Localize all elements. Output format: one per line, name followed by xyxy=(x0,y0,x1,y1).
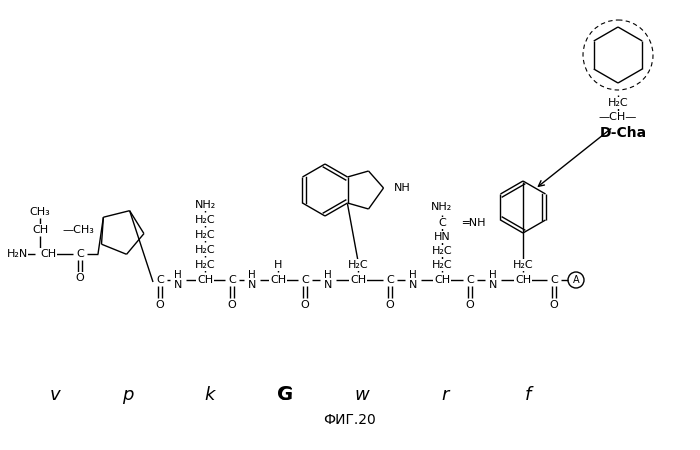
Text: HN: HN xyxy=(433,232,450,242)
Text: O: O xyxy=(466,300,475,310)
Text: O: O xyxy=(228,300,237,310)
Text: C: C xyxy=(76,249,84,259)
Text: H₂C: H₂C xyxy=(195,230,216,240)
Text: —CH—: —CH— xyxy=(598,112,637,122)
Text: f: f xyxy=(525,386,531,404)
Text: N: N xyxy=(489,280,497,290)
Text: CH: CH xyxy=(270,275,286,285)
Text: H₂C: H₂C xyxy=(348,260,368,270)
Text: N: N xyxy=(409,280,417,290)
Text: H₂C: H₂C xyxy=(432,260,452,270)
Text: CH: CH xyxy=(434,275,450,285)
Text: ═NH: ═NH xyxy=(462,218,486,228)
Text: O: O xyxy=(386,300,394,310)
Text: C: C xyxy=(466,275,474,285)
Text: NH₂: NH₂ xyxy=(431,202,453,212)
Text: H₂C: H₂C xyxy=(195,215,216,225)
Text: C: C xyxy=(550,275,558,285)
Text: v: v xyxy=(50,386,60,404)
Text: H: H xyxy=(409,270,417,280)
Text: O: O xyxy=(550,300,559,310)
Text: O: O xyxy=(155,300,164,310)
Text: H₂C: H₂C xyxy=(432,246,452,256)
Text: CH: CH xyxy=(197,275,213,285)
Text: p: p xyxy=(122,386,134,404)
Text: r: r xyxy=(441,386,449,404)
Text: w: w xyxy=(355,386,370,404)
Text: D-Cha: D-Cha xyxy=(599,126,647,140)
Text: H: H xyxy=(248,270,256,280)
Text: CH: CH xyxy=(350,275,366,285)
Text: O: O xyxy=(76,273,85,283)
Text: CH: CH xyxy=(40,249,56,259)
Text: C: C xyxy=(228,275,236,285)
Text: C: C xyxy=(301,275,309,285)
Text: H: H xyxy=(274,260,282,270)
Text: k: k xyxy=(205,386,215,404)
Text: N: N xyxy=(324,280,332,290)
Text: H₂C: H₂C xyxy=(195,245,216,255)
Text: CH₃: CH₃ xyxy=(29,207,50,217)
Text: N: N xyxy=(174,280,182,290)
Text: H: H xyxy=(489,270,497,280)
Text: H₂N: H₂N xyxy=(6,249,27,259)
Text: N: N xyxy=(248,280,256,290)
Text: C: C xyxy=(438,218,446,228)
Text: CH: CH xyxy=(32,225,48,235)
Text: NH₂: NH₂ xyxy=(195,200,216,210)
Text: C: C xyxy=(386,275,394,285)
Text: ФИГ.20: ФИГ.20 xyxy=(323,413,377,427)
Text: —CH₃: —CH₃ xyxy=(62,225,94,235)
Text: H: H xyxy=(324,270,332,280)
Text: G: G xyxy=(278,386,292,404)
Text: O: O xyxy=(300,300,309,310)
Text: H: H xyxy=(174,270,182,280)
Text: A: A xyxy=(573,275,580,285)
Text: H₂C: H₂C xyxy=(195,260,216,270)
Text: CH: CH xyxy=(515,275,531,285)
Text: G: G xyxy=(277,386,293,405)
Text: NH: NH xyxy=(393,183,410,193)
Text: H₂C: H₂C xyxy=(512,260,533,270)
Text: C: C xyxy=(156,275,164,285)
Text: H₂C: H₂C xyxy=(608,98,629,108)
